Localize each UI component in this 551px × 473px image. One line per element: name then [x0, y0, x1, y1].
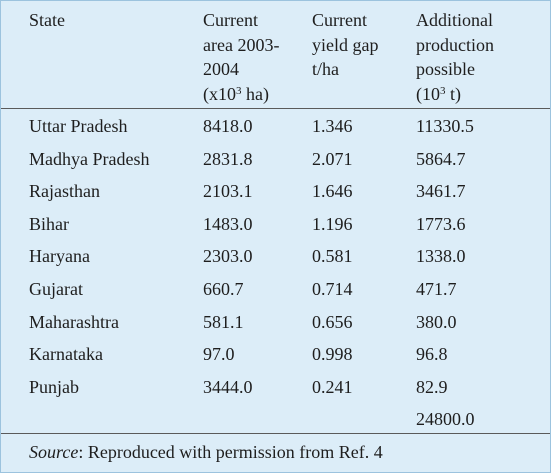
cell-state: Haryana [29, 246, 90, 267]
header-current-area: Current area 2003- 2004 (x103 ha) [203, 8, 279, 106]
header-yield-gap: Current yield gap t/ha [312, 10, 379, 79]
table-row: Uttar Pradesh 8418.0 1.346 11330.5 [1, 109, 550, 142]
cell-state: Maharashtra [29, 311, 119, 332]
cell-production: 82.9 [416, 376, 448, 397]
cell-area: 1483.0 [203, 213, 253, 234]
table-row: Haryana 2303.0 0.581 1338.0 [1, 239, 550, 272]
cell-production: 1773.6 [416, 213, 466, 234]
header-production-unit: (103 t) [416, 83, 461, 104]
cell-yield-gap: 0.581 [312, 246, 353, 267]
cell-yield-gap: 0.998 [312, 344, 353, 365]
table-row: Bihar 1483.0 1.196 1773.6 [1, 207, 550, 240]
cell-yield-gap: 1.196 [312, 213, 353, 234]
cell-production: 3461.7 [416, 181, 466, 202]
cell-production: 96.8 [416, 344, 448, 365]
cell-production: 471.7 [416, 279, 457, 299]
header-additional-production: Additional production possible (103 t) [416, 8, 494, 106]
cell-yield-gap: 1.346 [312, 116, 353, 136]
table-row: Maharashtra 581.1 0.656 380.0 [1, 305, 550, 338]
cell-area: 3444.0 [203, 376, 253, 397]
cell-yield-gap: 0.714 [312, 279, 353, 299]
cell-yield-gap: 0.656 [312, 311, 353, 332]
cell-state: Karnataka [29, 344, 103, 365]
cell-state: Bihar [29, 213, 69, 234]
cell-production: 1338.0 [416, 246, 466, 267]
cell-production: 11330.5 [416, 116, 474, 136]
cell-state: Punjab [29, 376, 80, 397]
cell-area: 97.0 [203, 344, 235, 365]
cell-yield-gap: 1.646 [312, 181, 353, 202]
cell-area: 2831.8 [203, 148, 253, 169]
header-state: State [29, 8, 65, 33]
table-row: Madhya Pradesh 2831.8 2.071 5864.7 [1, 142, 550, 175]
table-row: Rajasthan 2103.1 1.646 3461.7 [1, 174, 550, 207]
footer-divider [1, 433, 550, 434]
cell-state: Rajasthan [29, 181, 100, 202]
cell-state: Madhya Pradesh [29, 148, 150, 169]
table-header: State Current area 2003- 2004 (x103 ha) … [1, 1, 550, 109]
cell-production: 380.0 [416, 311, 457, 332]
source-label: Source [29, 442, 79, 462]
cell-area: 660.7 [203, 279, 244, 299]
table-row: Gujarat 660.7 0.714 471.7 [1, 272, 550, 305]
cell-production: 5864.7 [416, 148, 466, 169]
source-note: Source: Reproduced with permission from … [29, 441, 383, 463]
cell-yield-gap: 2.071 [312, 148, 353, 169]
cell-state: Uttar Pradesh [29, 116, 128, 136]
cell-area: 2303.0 [203, 246, 253, 267]
cell-area: 8418.0 [203, 116, 253, 136]
table-row: Karnataka 97.0 0.998 96.8 [1, 337, 550, 370]
cell-area: 581.1 [203, 311, 244, 332]
cell-area: 2103.1 [203, 181, 253, 202]
table-row: Punjab 3444.0 0.241 82.9 [1, 370, 550, 403]
cell-state: Gujarat [29, 279, 83, 299]
cell-total-production: 24800.0 [416, 409, 475, 430]
header-area-unit: (x103 ha) [203, 83, 269, 104]
header-state-label: State [29, 10, 65, 30]
total-row: 24800.0 [1, 402, 550, 435]
source-text: : Reproduced with permission from Ref. 4 [78, 442, 383, 462]
cell-yield-gap: 0.241 [312, 376, 353, 397]
